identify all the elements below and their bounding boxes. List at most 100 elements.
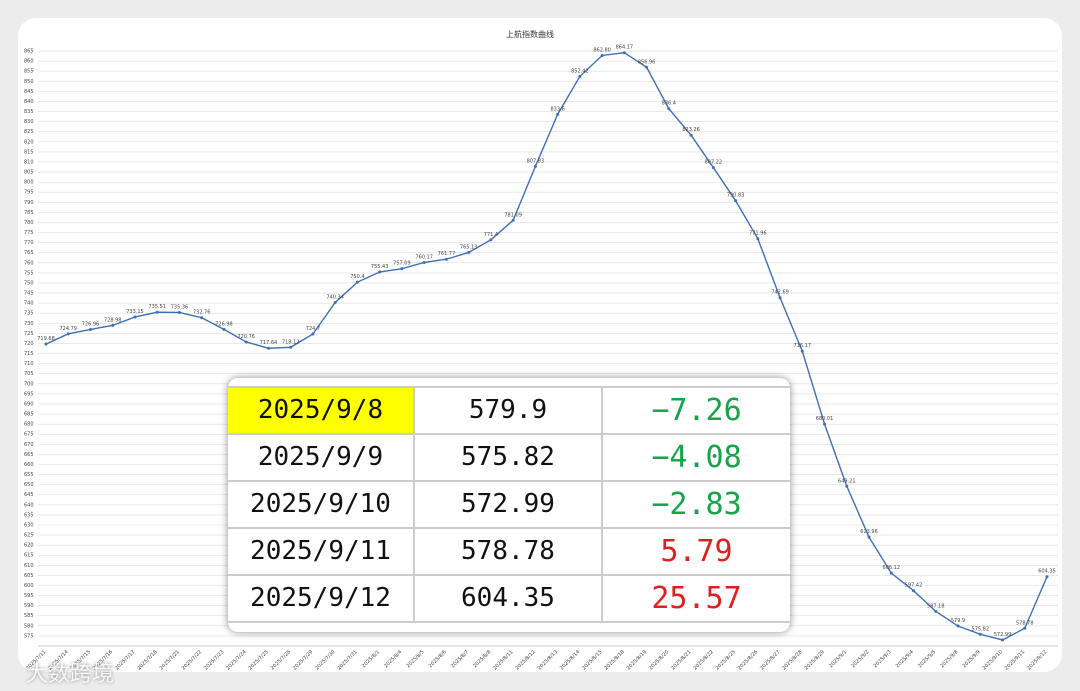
data-label: 572.99 <box>994 632 1012 638</box>
x-tick-label: 2025/8/28 <box>781 649 803 671</box>
point <box>1023 626 1027 630</box>
y-tick-label: 730 <box>24 321 34 327</box>
y-tick-label: 835 <box>24 109 34 115</box>
point <box>289 345 293 349</box>
point <box>645 65 649 69</box>
x-tick-label: 2025/9/12 <box>1026 649 1048 671</box>
x-tick-label: 2025/8/11 <box>492 649 514 671</box>
y-tick-label: 665 <box>24 452 34 458</box>
point <box>467 250 471 254</box>
y-tick-label: 640 <box>24 502 34 508</box>
table-cell: −2.83 <box>651 487 742 522</box>
table-cell: 2025/9/10 <box>228 482 415 527</box>
y-tick-label: 795 <box>24 190 34 196</box>
y-tick-label: 700 <box>24 381 34 387</box>
data-label: 649.21 <box>838 478 856 484</box>
data-label: 735.36 <box>171 305 189 311</box>
table-row: 2025/9/9 575.82 −4.08 <box>228 433 790 480</box>
table-cell: 5.79 <box>660 534 733 569</box>
point <box>378 270 382 274</box>
data-label: 750.4 <box>350 274 364 280</box>
x-tick-label: 2025/8/22 <box>692 649 714 671</box>
data-label: 724.7 <box>306 326 320 332</box>
data-label: 807.22 <box>705 160 723 166</box>
y-tick-label: 710 <box>24 361 34 367</box>
y-tick-label: 705 <box>24 371 34 377</box>
x-tick-label: 2025/8/14 <box>559 649 581 671</box>
point <box>823 422 827 426</box>
data-label: 833.6 <box>550 106 564 112</box>
point <box>266 346 270 350</box>
y-tick-label: 660 <box>24 462 34 468</box>
y-tick-label: 650 <box>24 482 34 488</box>
data-label: 771.4 <box>484 232 498 238</box>
y-tick-label: 755 <box>24 270 34 276</box>
x-tick-label: 2025/9/2 <box>850 649 870 669</box>
x-tick-label: 2025/8/19 <box>626 649 648 671</box>
data-label: 733.15 <box>126 309 144 315</box>
y-tick-label: 630 <box>24 522 34 528</box>
y-tick-label: 805 <box>24 170 34 176</box>
y-tick-label: 770 <box>24 240 34 246</box>
y-tick-label: 760 <box>24 260 34 266</box>
point <box>444 257 448 261</box>
x-tick-label: 2025/8/4 <box>383 649 403 669</box>
y-tick-label: 735 <box>24 311 34 317</box>
y-tick-label: 855 <box>24 69 34 75</box>
y-tick-label: 845 <box>24 89 34 95</box>
point <box>934 609 938 613</box>
x-tick-label: 2025/8/26 <box>737 649 759 671</box>
y-tick-label: 740 <box>24 301 34 307</box>
table-cell: 25.57 <box>651 581 742 616</box>
y-tick-label: 670 <box>24 442 34 448</box>
point <box>689 133 693 137</box>
point <box>889 571 893 575</box>
data-label: 755.43 <box>371 264 389 270</box>
y-tick-label: 675 <box>24 432 34 438</box>
point <box>177 311 181 315</box>
y-tick-label: 590 <box>24 603 34 609</box>
y-tick-label: 580 <box>24 623 34 629</box>
data-label: 836.4 <box>662 101 676 107</box>
point <box>978 632 982 636</box>
data-label: 575.82 <box>972 626 990 632</box>
data-label: 807.83 <box>527 158 545 164</box>
y-tick-label: 685 <box>24 412 34 418</box>
table-cell: 572.99 <box>416 482 603 527</box>
x-tick-label: 2025/7/21 <box>159 649 181 671</box>
data-label: 760.17 <box>415 254 433 260</box>
point <box>578 74 582 78</box>
point <box>66 332 70 336</box>
y-tick-label: 825 <box>24 129 34 135</box>
x-tick-label: 2025/7/25 <box>247 649 269 671</box>
chart-title: 上航指数曲线 <box>506 29 554 39</box>
x-tick-label: 2025/7/18 <box>136 649 158 671</box>
x-tick-label: 2025/7/30 <box>314 649 336 671</box>
line <box>45 51 1048 641</box>
y-tick-label: 815 <box>24 149 34 155</box>
y-tick-label: 715 <box>24 351 34 357</box>
y-tick-label: 750 <box>24 280 34 286</box>
point <box>311 332 315 336</box>
x-tick-label: 2025/7/23 <box>203 649 225 671</box>
point <box>845 484 849 488</box>
x-tick-label: 2025/8/8 <box>472 649 492 669</box>
point <box>155 310 159 314</box>
x-tick-label: 2025/9/9 <box>962 649 982 669</box>
y-tick-label: 645 <box>24 492 34 498</box>
x-tick-label: 2025/9/5 <box>917 649 937 669</box>
data-label: 623.96 <box>860 529 878 535</box>
table-row-edge <box>228 621 790 632</box>
point <box>489 238 493 242</box>
data-label: 732.76 <box>193 310 211 316</box>
x-tick-label: 2025/8/12 <box>514 649 536 671</box>
y-tick-label: 785 <box>24 210 34 216</box>
x-tick-label: 2025/8/29 <box>804 649 826 671</box>
point <box>556 112 560 116</box>
y-tick-label: 780 <box>24 220 34 226</box>
y-tick-label: 680 <box>24 422 34 428</box>
data-label: 864.17 <box>616 45 634 51</box>
data-label: 856.96 <box>638 59 656 65</box>
data-label: 604.35 <box>1038 569 1056 575</box>
data-label: 720.76 <box>237 334 255 340</box>
